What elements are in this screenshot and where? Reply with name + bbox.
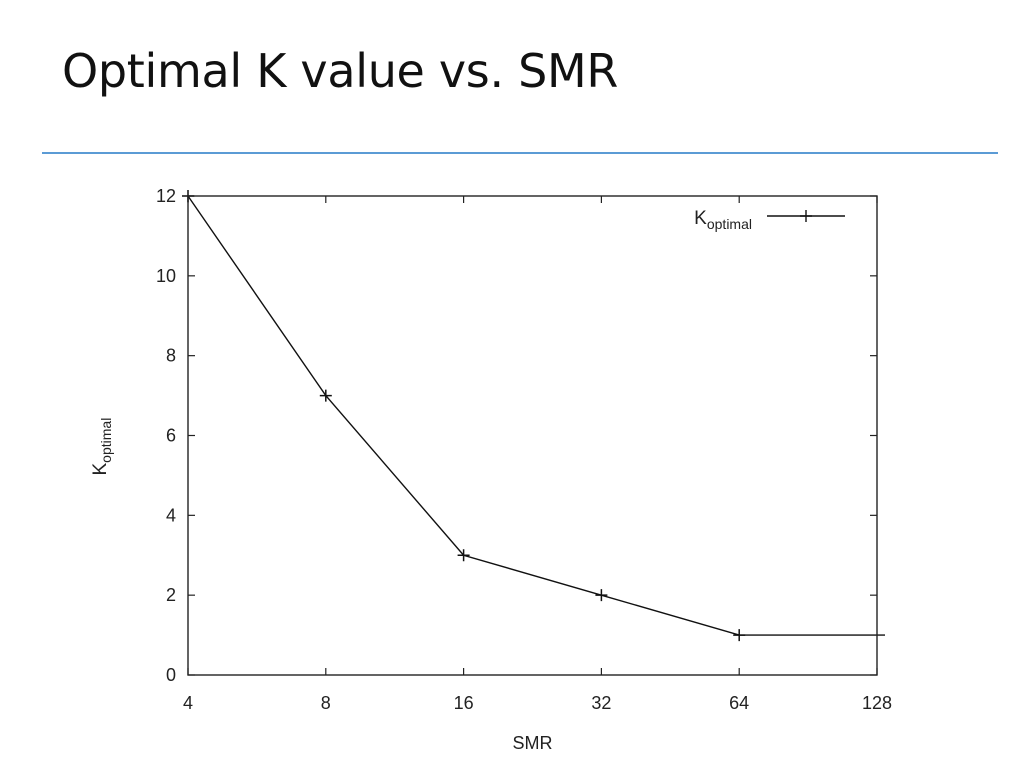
title-divider (42, 152, 998, 154)
slide-title: Optimal K value vs. SMR (62, 44, 619, 98)
x-tick-label: 64 (729, 693, 749, 713)
y-axis-label-sub: optimal (98, 418, 114, 463)
x-tick-label: 8 (321, 693, 331, 713)
axis-ticks (187, 195, 878, 676)
x-tick-labels: 4 8 16 32 64 128 (183, 693, 892, 713)
legend-marker (800, 210, 812, 222)
data-point-marker (595, 589, 608, 602)
plot-frame (187, 195, 878, 676)
legend: Koptimal (694, 208, 845, 232)
y-tick-labels: 0 2 4 6 8 10 12 (156, 186, 176, 685)
legend-label-sub: optimal (707, 216, 752, 232)
data-point-marker (457, 549, 470, 562)
data-point-marker (319, 389, 332, 402)
y-tick-label: 2 (166, 585, 176, 605)
series-line (187, 195, 885, 636)
x-axis-label: SMR (513, 733, 553, 753)
y-tick-label: 0 (166, 665, 176, 685)
y-tick-label: 8 (166, 346, 176, 366)
x-tick-label: 16 (454, 693, 474, 713)
x-tick-label: 4 (183, 693, 193, 713)
y-tick-label: 12 (156, 186, 176, 206)
y-axis-label: Koptimal (90, 418, 114, 476)
y-tick-label: 6 (166, 426, 176, 446)
y-tick-label: 4 (166, 505, 176, 525)
legend-label: Koptimal (694, 208, 752, 232)
y-tick-label: 10 (156, 266, 176, 286)
y-axis-label-main: K (90, 463, 111, 476)
data-point-marker (733, 629, 746, 642)
x-tick-label: 128 (862, 693, 892, 713)
plot-lines (182, 190, 885, 642)
x-tick-label: 32 (591, 693, 611, 713)
legend-label-main: K (694, 208, 707, 229)
